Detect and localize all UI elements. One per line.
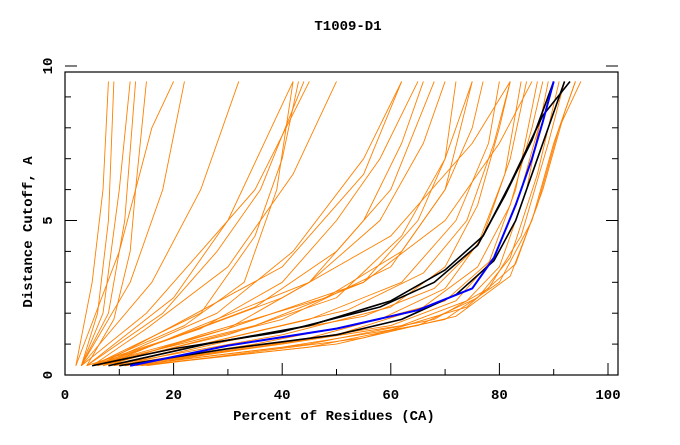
model-line-26 xyxy=(130,81,565,367)
x-tick-label: 0 xyxy=(61,388,69,404)
model-line-1 xyxy=(80,81,115,366)
plot-frame xyxy=(64,71,619,376)
y-tick-label: 5 xyxy=(41,216,57,224)
model-line-10 xyxy=(86,81,294,367)
model-line-33 xyxy=(97,81,403,367)
model-line-5 xyxy=(75,81,175,366)
x-tick-label: 100 xyxy=(595,388,620,404)
model-line-19 xyxy=(97,81,435,367)
model-line-16 xyxy=(92,81,457,367)
model-line-12 xyxy=(80,81,240,367)
model-line-6 xyxy=(80,81,185,366)
x-tick-label: 60 xyxy=(382,388,399,404)
x-axis-label: Percent of Residues (CA) xyxy=(233,409,435,425)
model-line-0 xyxy=(75,81,109,366)
model-line-17 xyxy=(97,81,473,367)
model-line-31 xyxy=(108,81,473,367)
axis-ticks: 0 20 40 60 80 100 0 5 10 xyxy=(41,58,621,404)
model-line-21 xyxy=(108,81,511,367)
model-line-39 xyxy=(146,81,576,367)
chart-title: T1009-D1 xyxy=(314,19,381,35)
reference-line-2 xyxy=(108,80,571,367)
y-axis-label: Distance Cutoff, A xyxy=(21,156,37,308)
model-line-30 xyxy=(113,81,511,367)
model-line-32 xyxy=(102,81,446,367)
model-line-9 xyxy=(91,81,294,367)
y-tick-label: 0 xyxy=(41,371,57,379)
model-line-35 xyxy=(92,81,511,367)
model-line-38 xyxy=(135,81,555,367)
x-tick-label: 80 xyxy=(491,388,508,404)
model-line-2 xyxy=(80,81,131,366)
y-tick-label: 10 xyxy=(41,58,57,75)
model-line-22 xyxy=(113,81,527,367)
highlight-line-0 xyxy=(129,81,555,367)
model-line-28 xyxy=(140,81,582,367)
reference-line-1 xyxy=(119,81,566,367)
model-line-8 xyxy=(86,81,305,367)
model-line-13 xyxy=(86,81,419,367)
model-line-7 xyxy=(81,81,310,367)
model-line-15 xyxy=(97,81,403,367)
model-line-36 xyxy=(102,81,533,367)
model-line-4 xyxy=(86,81,147,366)
model-line-34 xyxy=(91,81,337,367)
model-line-3 xyxy=(80,81,137,366)
x-tick-label: 20 xyxy=(165,388,182,404)
x-tick-label: 40 xyxy=(274,388,291,404)
series-lines xyxy=(75,80,582,367)
